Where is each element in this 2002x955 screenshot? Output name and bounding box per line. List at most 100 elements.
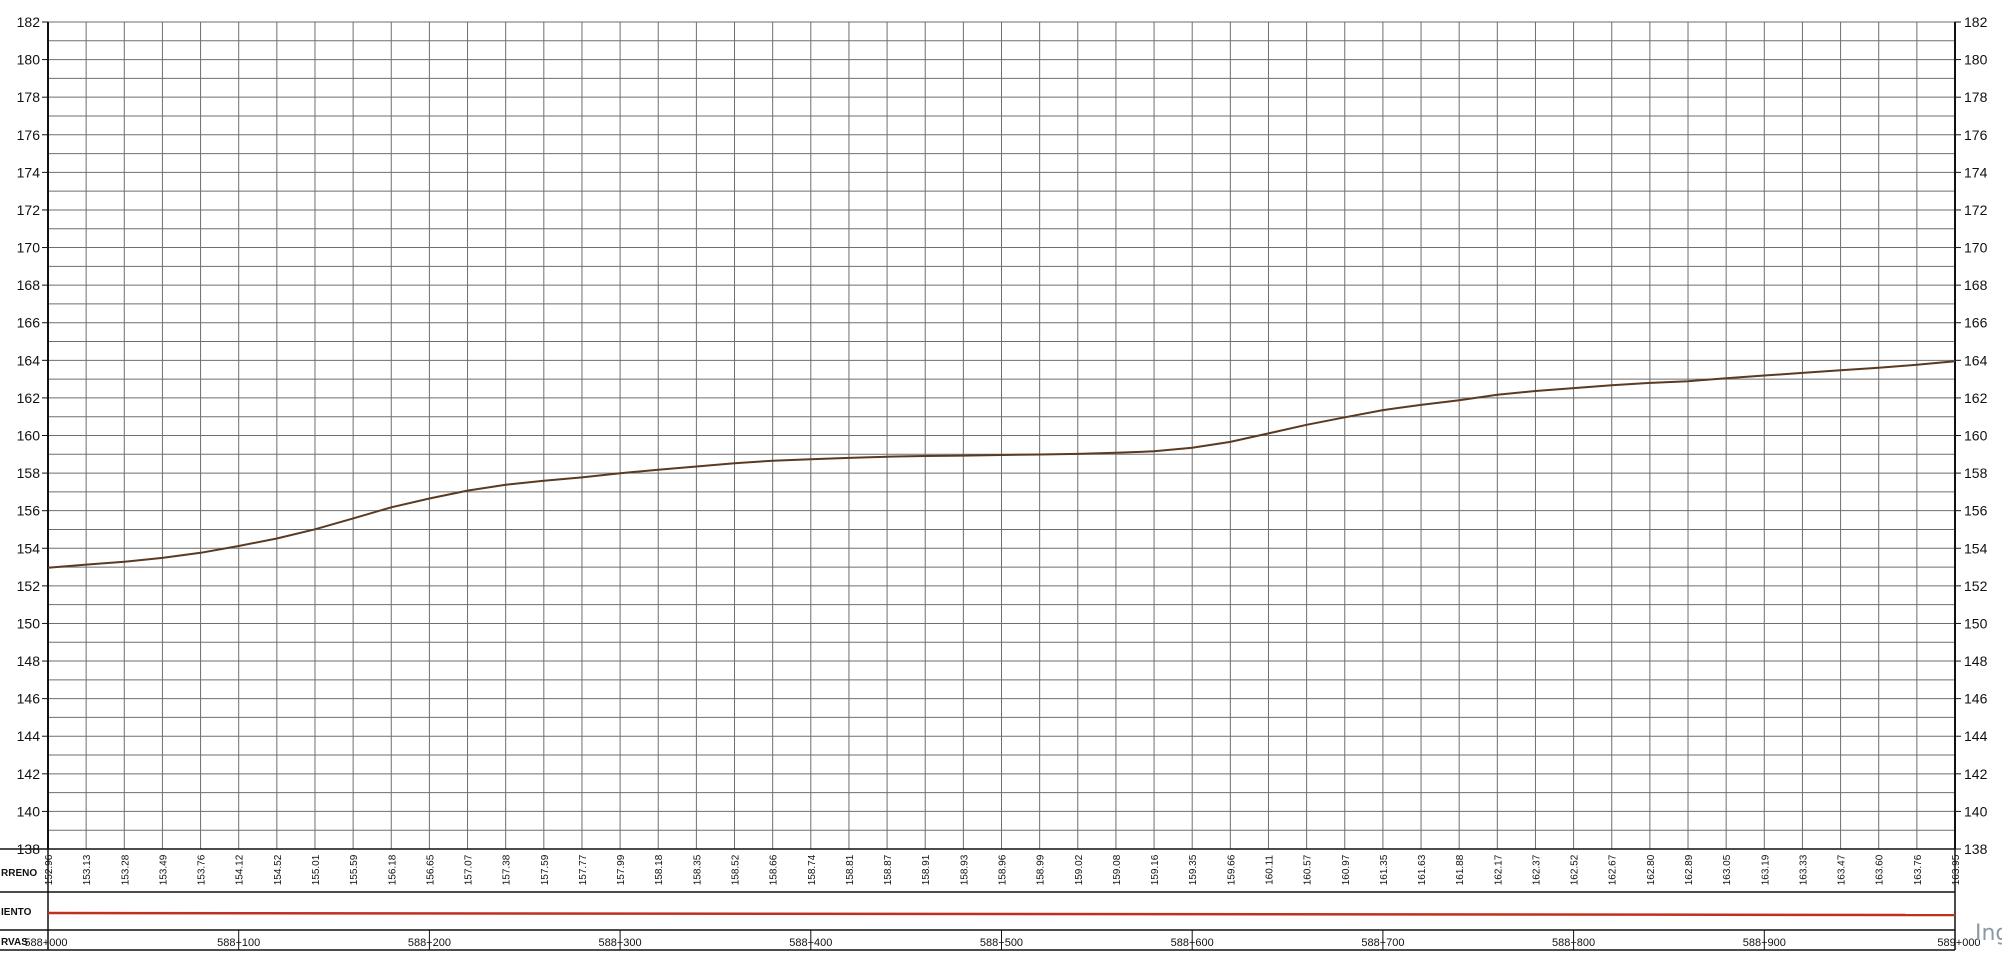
elevation-label: 158.87 [883,854,894,885]
elevation-label: 158.91 [921,854,932,885]
elevation-label: 158.18 [654,854,665,885]
elevation-label: 157.77 [578,854,589,885]
y-tick-label-right: 170 [1964,240,1988,256]
elevation-label: 154.52 [273,854,284,885]
elevation-label: 161.63 [1417,854,1428,885]
y-tick-label-right: 142 [1964,766,1988,782]
elevation-label: 158.35 [692,854,703,885]
y-tick-label-left: 152 [17,578,41,594]
y-tick-label-right: 160 [1964,428,1988,444]
y-tick-label-left: 170 [17,240,41,256]
elevation-label: 155.59 [349,854,360,885]
elevation-label: 158.74 [807,854,818,885]
elevation-label: 157.07 [464,854,475,885]
elevation-label: 159.35 [1188,854,1199,885]
y-tick-label-left: 180 [17,52,41,68]
y-tick-label-right: 164 [1964,352,1988,368]
y-tick-label-left: 182 [17,14,41,30]
axes: 182 182 180 180 178 178 176 176 174 174 172 172 170 1… [17,14,1988,857]
y-tick-label-left: 150 [17,615,41,631]
elevation-label: 162.37 [1531,854,1542,885]
y-tick-label-left: 158 [17,465,41,481]
elevation-label: 158.93 [959,854,970,885]
elevation-label: 156.65 [425,854,436,885]
elevation-label: 162.89 [1684,854,1695,885]
elevation-label: 162.67 [1608,854,1619,885]
station-label: 588+800 [1552,937,1595,949]
elevation-label: 160.97 [1341,854,1352,885]
elevation-label: 163.33 [1798,854,1809,885]
y-tick-label-right: 152 [1964,578,1988,594]
elevation-label: 158.96 [998,854,1009,885]
y-tick-label-left: 148 [17,653,41,669]
y-tick-label-left: 172 [17,202,41,218]
y-tick-label-left: 168 [17,277,41,293]
station-label: 588+700 [1361,937,1404,949]
y-tick-label-left: 174 [17,164,41,180]
elevation-label: 162.52 [1570,854,1581,885]
y-tick-label-left: 154 [17,540,41,556]
station-label: 588+200 [408,937,451,949]
elevation-label: 159.02 [1074,854,1085,885]
elevation-label: 157.99 [616,854,627,885]
elevation-label: 155.01 [311,854,322,885]
station-label: 588+000 [24,937,67,949]
elevation-label: 162.17 [1493,854,1504,885]
series [47,360,1956,569]
station-label: 588+100 [217,937,260,949]
y-tick-label-right: 148 [1964,653,1988,669]
y-tick-label-left: 160 [17,428,41,444]
terrain-profile-line [47,360,1956,569]
station-label: 588+900 [1743,937,1786,949]
row-label-terrain: RRENO [1,868,37,879]
station-label: 588+500 [980,937,1023,949]
y-tick-label-right: 158 [1964,465,1988,481]
elevation-label: 157.59 [540,854,551,885]
y-tick-label-right: 162 [1964,390,1988,406]
y-tick-label-right: 168 [1964,277,1988,293]
y-tick-label-right: 176 [1964,127,1988,143]
elevation-label: 158.81 [845,854,856,885]
y-tick-label-left: 176 [17,127,41,143]
elevation-label: 159.66 [1226,854,1237,885]
station-label: 588+400 [789,937,832,949]
y-tick-label-left: 156 [17,503,41,519]
y-tick-label-left: 140 [17,803,41,819]
y-tick-label-left: 166 [17,315,41,331]
y-tick-label-left: 162 [17,390,41,406]
y-tick-label-left: 146 [17,691,41,707]
y-tick-label-left: 144 [17,728,41,744]
y-tick-label-left: 164 [17,352,41,368]
y-tick-label-right: 182 [1964,14,1988,30]
elevation-label: 160.57 [1303,854,1314,885]
elevation-label: 163.60 [1875,854,1886,885]
elevation-label: 158.66 [769,854,780,885]
elevation-label: 163.76 [1913,854,1924,885]
elevation-label: 163.05 [1722,854,1733,885]
y-tick-label-right: 144 [1964,728,1988,744]
elevation-label: 153.49 [158,854,169,885]
data-table: RRENO IENTO RVAS 152.96 153.13 153.28 153.49 15… [0,848,1981,951]
y-tick-label-right: 174 [1964,164,1988,180]
elevation-label: 153.76 [197,854,208,885]
elevation-label: 163.19 [1760,854,1771,885]
y-tick-label-right: 140 [1964,803,1988,819]
row-label-alignment: IENTO [1,907,32,918]
elevation-label: 152.96 [44,854,55,885]
station-label: 589+000 [1937,937,1980,949]
y-tick-label-right: 150 [1964,615,1988,631]
elevation-label: 158.52 [731,854,742,885]
y-tick-label-right: 180 [1964,52,1988,68]
elevation-label: 159.16 [1150,854,1161,885]
y-tick-label-right: 146 [1964,691,1988,707]
elevation-label: 161.88 [1455,854,1466,885]
grid [47,21,1956,850]
y-tick-label-left: 142 [17,766,41,782]
elevation-label: 154.12 [235,854,246,885]
elevation-label: 161.35 [1379,854,1390,885]
elevation-label: 156.18 [387,854,398,885]
elevation-label: 160.11 [1264,855,1275,885]
station-label: 588+300 [599,937,642,949]
elevation-label: 153.13 [82,854,93,885]
